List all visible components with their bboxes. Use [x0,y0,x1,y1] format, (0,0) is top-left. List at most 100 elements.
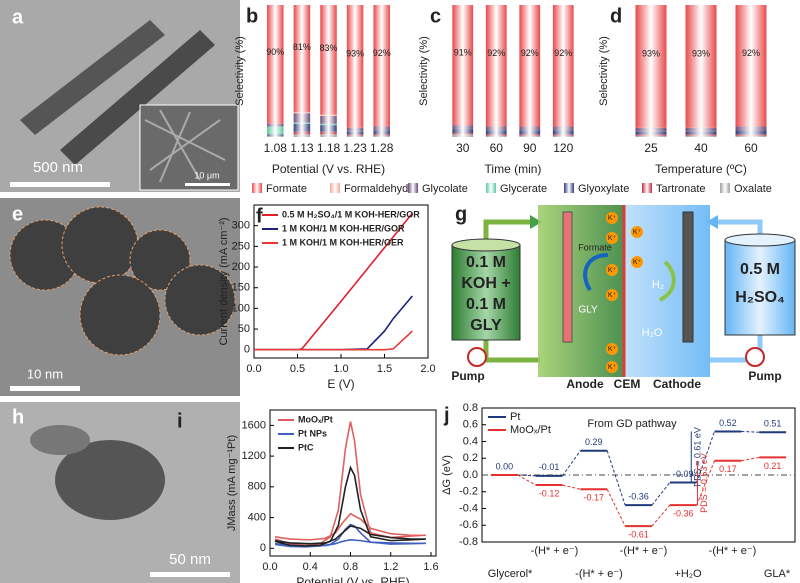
bar-segment [346,127,364,132]
bar-segment [293,131,311,135]
legend-label: Formate [266,183,307,195]
x-axis-label: Time (min) [485,162,542,176]
value-label: 92% [373,48,391,58]
legend-label: Glycolate [422,183,468,195]
legend-label: Pt NPs [298,428,327,438]
water-label: H₂O [642,327,663,339]
ion-label: K⁺ [608,267,617,274]
bar-segment [485,135,507,137]
legend-swatch [720,183,730,193]
x-tick-label: 0.0 [262,561,277,573]
cathode-label: Cathode [653,377,701,391]
y-tick-label: 0.2 [463,452,478,464]
x-tick-label: 1.6 [423,561,438,573]
annotation: PDS = 0.53 eV [699,453,709,513]
step-label: -(H* + e⁻) [709,545,757,557]
bar-segment [735,126,767,131]
bar-segment [552,135,574,137]
connector [606,450,626,506]
value-label: -0.01 [539,462,560,472]
connector [696,460,715,506]
bar-segment [635,5,667,128]
legend-swatch [330,183,340,193]
series-line [274,465,426,547]
ion-label: K⁺ [608,215,617,222]
ion-label: K⁺ [608,235,617,242]
pump-label: Pump [748,369,781,383]
annotation: PDS = 0.61 eV [693,427,703,487]
value-label: 92% [742,48,760,58]
connector [741,456,760,462]
bar-segment [519,135,541,137]
bar-segment [452,129,474,134]
y-tick-label: 0.4 [463,435,478,447]
value-label: 92% [521,48,539,58]
gas-label: H₂ [652,279,664,291]
series-line [254,295,413,351]
bar-segment [452,133,474,135]
inset-scale-bar-label: 10 μm [194,170,219,180]
bar-segment [373,5,390,127]
pump-label: Pump [451,369,484,383]
value-label: -0.17 [584,493,605,503]
bar-segment [267,123,284,127]
plot-frame [269,409,437,557]
x-tick-label: 0.8 [343,561,358,573]
x-tick-label: 60 [744,141,758,155]
x-tick-label: 0.5 [290,363,305,375]
legend-label: Formaldehyde [344,183,414,195]
panel-label: d [610,5,622,27]
x-tick-label: 1.2 [383,561,398,573]
bar-segment [519,134,541,136]
bar-segment [635,135,667,137]
step-label: -(H* + e⁻) [531,545,579,557]
value-label: 83% [319,43,337,53]
bar-segment [320,131,337,135]
value-label: 93% [692,48,710,58]
step-label: GLA* [764,568,791,580]
bar-segment [346,135,364,137]
bar-segment [552,5,574,127]
anolyte-line: 0.1 M [466,254,506,271]
panel-label: b [246,5,258,27]
bar-segment [685,5,717,128]
y-tick-label: 400 [248,511,266,523]
y-tick-label: 0.8 [463,402,478,414]
panel-label: a [12,6,24,28]
y-tick-label: 1200 [242,450,266,462]
bar-segment [293,111,311,114]
value-label: -0.09 [673,469,694,479]
value-label: 0.29 [585,437,603,447]
bar-segment [293,5,311,112]
y-tick-label: -0.6 [459,519,478,531]
connector [517,474,536,486]
value-label: 93% [642,48,660,58]
bar-segment [735,130,767,135]
bar-segment [320,125,337,132]
x-tick-label: 0.4 [303,561,318,573]
micrograph-a [0,0,240,192]
x-tick-label: 0.0 [246,363,261,375]
ion-label: K⁺ [608,364,617,371]
value-label: 0.17 [719,464,737,474]
bar-segment [552,134,574,136]
y-tick-label: 0 [260,542,266,554]
product-label: Formate [578,242,612,252]
y-tick-label: 0 [244,344,250,356]
ion-label: K⁺ [608,346,617,353]
scale-bar-label: 500 nm [33,159,83,176]
value-label: 81% [293,42,311,52]
y-tick-label: 50 [238,323,250,335]
x-axis-label: Potential (V vs. RHE) [296,575,409,583]
bar-segment [320,134,337,137]
legend-label: 1 M KOH/1 M KOH-HER/GOR [282,223,405,233]
x-tick-label: 1.28 [370,141,394,155]
anolyte-line: KOH + [461,275,510,292]
bar-segment [552,126,574,131]
legend-swatch [642,183,652,193]
x-tick-label: 40 [694,141,708,155]
bar-segment [519,126,541,131]
bar-segment [685,131,717,135]
series-line [254,330,413,351]
legend-label: Glycerate [500,183,547,195]
